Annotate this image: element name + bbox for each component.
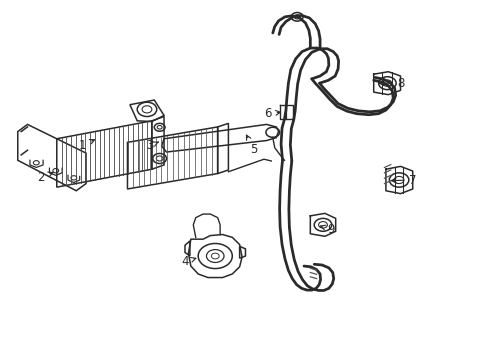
Text: 3: 3 (145, 139, 158, 152)
Text: 7: 7 (390, 174, 416, 186)
Text: 9: 9 (320, 223, 334, 236)
Text: 5: 5 (246, 135, 257, 156)
Text: 6: 6 (264, 107, 280, 120)
Text: 4: 4 (181, 255, 195, 268)
Text: 8: 8 (378, 77, 404, 90)
Text: 1: 1 (79, 139, 94, 152)
Text: 2: 2 (38, 171, 53, 184)
